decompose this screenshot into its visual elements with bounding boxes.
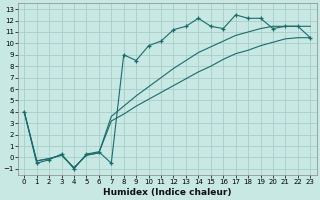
X-axis label: Humidex (Indice chaleur): Humidex (Indice chaleur) xyxy=(103,188,232,197)
